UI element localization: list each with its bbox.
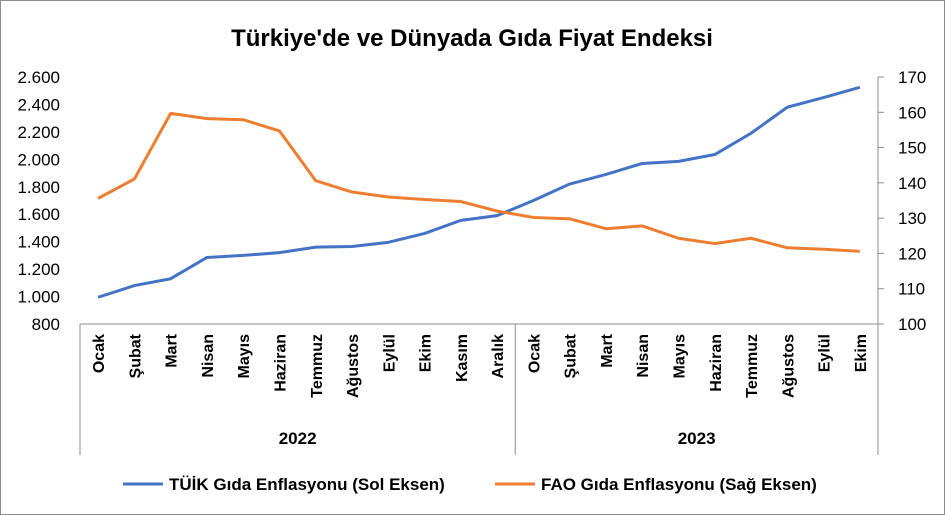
category-label: Şubat — [127, 333, 144, 378]
right-axis-tick-label: 110 — [898, 280, 925, 299]
right-axis-tick-label: 150 — [898, 139, 926, 158]
category-label: Ağustos — [345, 334, 362, 398]
right-axis-tick-label: 100 — [898, 315, 926, 334]
category-label: Şubat — [563, 333, 580, 378]
left-axis-tick-label: 1.800 — [17, 178, 60, 197]
left-axis-tick-label: 2.000 — [17, 150, 60, 169]
category-label: Temmuz — [744, 334, 761, 398]
left-axis-tick-label: 2.200 — [17, 123, 60, 142]
category-label: Ocak — [91, 334, 108, 373]
series-line-fao — [97, 111, 860, 253]
category-label: Ekim — [418, 334, 435, 372]
category-label: Eylül — [381, 334, 398, 372]
left-axis-tick-label: 1.200 — [17, 260, 60, 279]
category-label: Haziran — [273, 334, 290, 392]
category-label: Temmuz — [309, 334, 326, 398]
series-line-tuik — [97, 85, 861, 299]
category-label: Nisan — [635, 334, 652, 378]
right-axis-tick-label: 130 — [898, 209, 926, 228]
category-label: Mart — [164, 333, 181, 367]
left-axis-tick-label: 1.400 — [17, 233, 60, 252]
left-axis-tick-label: 1.600 — [17, 205, 60, 224]
category-label: Kasım — [454, 334, 471, 382]
category-label: Aralık — [490, 334, 507, 379]
category-label: Ocak — [526, 334, 543, 373]
category-label: Nisan — [200, 334, 217, 378]
left-axis-tick-label: 800 — [32, 315, 60, 334]
category-label: Ağustos — [780, 334, 797, 398]
category-label: Haziran — [708, 334, 725, 392]
year-label: 2023 — [678, 429, 716, 448]
category-label: Mart — [599, 333, 616, 367]
left-axis-tick-label: 2.400 — [17, 95, 60, 114]
legend-label: TÜİK Gıda Enflasyonu (Sol Eksen) — [169, 475, 445, 494]
right-axis-tick-label: 140 — [898, 174, 926, 193]
year-label: 2022 — [279, 429, 317, 448]
right-axis-tick-label: 120 — [898, 244, 926, 263]
category-label: Ekim — [853, 334, 870, 372]
category-label: Mayıs — [672, 334, 689, 379]
right-axis-tick-label: 160 — [898, 103, 926, 122]
legend-label: FAO Gıda Enflasyonu (Sağ Eksen) — [541, 475, 817, 494]
category-label: Mayıs — [236, 334, 253, 379]
right-axis-tick-label: 170 — [898, 68, 926, 87]
category-label: Eylül — [817, 334, 834, 372]
chart-title: Türkiye'de ve Dünyada Gıda Fiyat Endeksi — [231, 25, 713, 52]
left-axis-tick-label: 1.000 — [17, 288, 60, 307]
left-axis-tick-label: 2.600 — [17, 68, 60, 87]
